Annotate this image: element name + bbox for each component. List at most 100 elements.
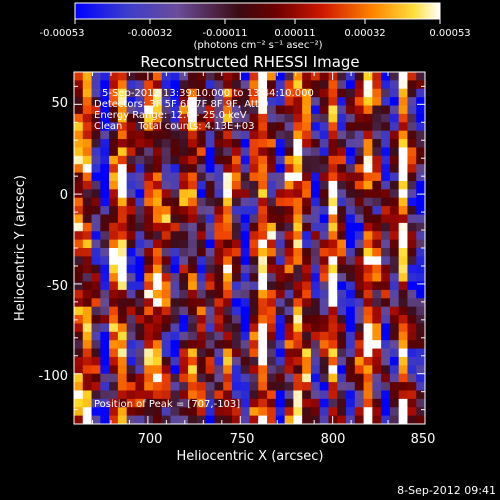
heatmap-cell [267,365,277,375]
heatmap-cell [161,239,172,249]
heatmap-cell [144,130,154,140]
heatmap-cell [205,398,216,408]
heatmap-cell [293,214,303,224]
heatmap-cell [223,348,233,358]
heatmap-cell [117,415,128,424]
heatmap-cell [258,172,268,182]
heatmap-cell [135,239,145,249]
heatmap-cell [91,164,101,174]
heatmap-cell [91,281,101,291]
heatmap-cell [117,139,128,149]
heatmap-cell [240,147,251,157]
heatmap-cell [161,206,172,216]
heatmap-cell [267,72,277,81]
heatmap-cell [82,348,93,358]
heatmap-cell [170,315,180,325]
heatmap-cell [284,356,294,366]
heatmap-cell [267,289,277,299]
heatmap-cell [179,172,189,182]
heatmap-cell [223,72,233,81]
heatmap-cell [267,415,277,424]
x-axis: 700 750 800 850 Heliocentric X (arcsec) [138,432,436,464]
heatmap-cell [381,214,391,224]
heatmap-cell [284,80,294,90]
heatmap-cell [284,222,294,232]
heatmap-cell [328,373,338,383]
heatmap-cell [223,331,233,341]
heatmap-cell [205,382,216,392]
heatmap-cell [363,164,373,174]
heatmap-cell [398,256,409,266]
heatmap-cell [398,340,409,350]
heatmap-cell [188,356,198,366]
heatmap-cell [258,189,268,199]
heatmap-cell [231,390,242,400]
heatmap-cell [109,206,119,216]
heatmap-cell [293,264,303,274]
heatmap-cell [91,331,101,341]
heatmap-cell [302,390,312,400]
heatmap-cell [372,398,382,408]
colorbar-gradient [74,2,441,20]
heatmap-cell [74,323,84,333]
heatmap-cell [363,113,373,123]
heatmap-cell [126,365,137,375]
heatmap-cell [109,382,119,392]
heatmap-cell [188,72,198,81]
heatmap-cell [240,298,251,308]
heatmap-cell [249,97,259,107]
heatmap-cell [319,281,330,291]
heatmap-cell [258,147,268,157]
heatmap-cell [152,155,163,165]
heatmap-cell [267,206,277,216]
heatmap-cell [82,122,93,132]
heatmap-cell [381,273,391,283]
heatmap-cell [389,72,400,81]
heatmap-cell [275,197,286,207]
heatmap-cell [258,315,268,325]
heatmap-cell [249,248,259,257]
heatmap-cell [240,189,251,199]
heatmap-cell [144,256,154,266]
heatmap-cell [284,390,294,400]
heatmap-cell [100,222,110,232]
heatmap-cell [267,147,277,157]
heatmap-cell [284,407,294,417]
heatmap-cell [284,382,294,392]
heatmap-cell [346,264,356,274]
heatmap-cell [91,130,101,140]
heatmap-cell [117,248,128,257]
heatmap-cell [249,390,259,400]
heatmap-cell [258,415,268,424]
heatmap-cell [188,348,198,358]
heatmap-cell [293,306,303,316]
heatmap-cell [82,373,93,383]
heatmap-cell [109,164,119,174]
heatmap-cell [231,273,242,283]
heatmap-cell [337,281,347,291]
heatmap-cell [302,415,312,424]
heatmap-cell [188,273,198,283]
heatmap-cell [74,197,84,207]
annotation-energy-range: Energy Range: 12.0 - 25.0 keV [94,110,247,121]
heatmap-cell [231,97,242,107]
heatmap-cell [82,356,93,366]
heatmap-cell [310,382,321,392]
heatmap-cell [337,180,347,190]
heatmap-cell [161,147,172,157]
heatmap-cell [284,323,294,333]
heatmap-cell [135,390,145,400]
heatmap-cell [346,172,356,182]
heatmap-cell [267,382,277,392]
heatmap-cell [144,206,154,216]
heatmap-cell [354,298,365,308]
heatmap-cell [363,331,373,341]
heatmap-cell [416,298,425,308]
heatmap-cell [135,147,145,157]
heatmap-cell [398,231,409,241]
heatmap-cell [205,315,216,325]
heatmap-cell [389,222,400,232]
heatmap-cell [249,214,259,224]
heatmap-cell [407,248,417,257]
heatmap-cell [372,155,382,165]
